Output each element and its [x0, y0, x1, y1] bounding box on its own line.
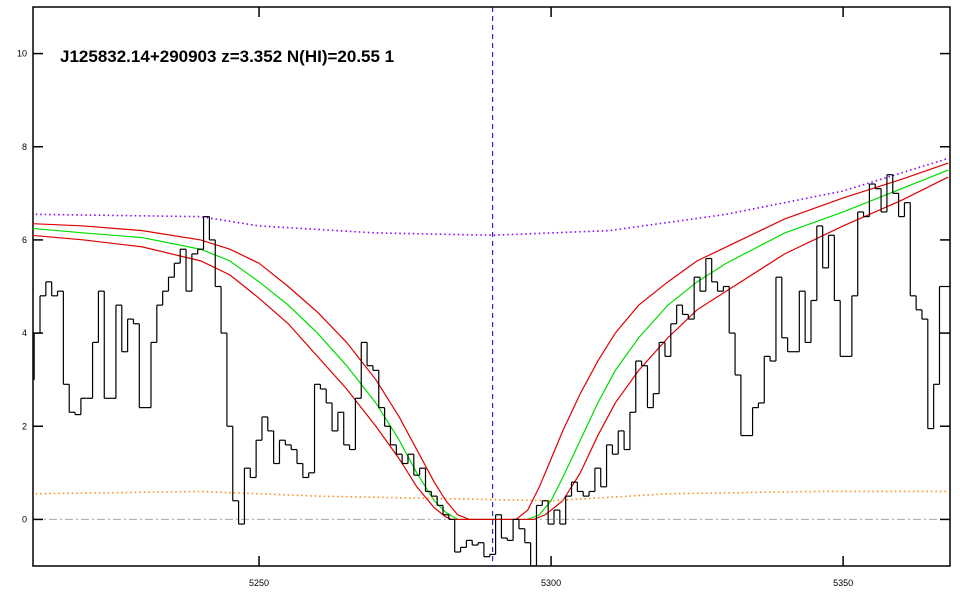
plot-area	[33, 7, 950, 566]
model-line	[33, 157, 949, 237]
y-tick-label: 10	[17, 49, 27, 59]
y-tick-label: 6	[22, 235, 27, 245]
y-tick-label: 0	[22, 514, 27, 524]
x-tick-label: 5250	[249, 578, 269, 588]
chart-title: J125832.14+290903 z=3.352 N(HI)=20.55 1	[60, 47, 394, 66]
y-tick-label: 2	[22, 421, 27, 431]
x-tick-label: 5300	[541, 578, 561, 588]
y-tick-label: 4	[22, 328, 27, 338]
x-tick-label: 5350	[833, 578, 853, 588]
y-tick-label: 8	[22, 142, 27, 152]
